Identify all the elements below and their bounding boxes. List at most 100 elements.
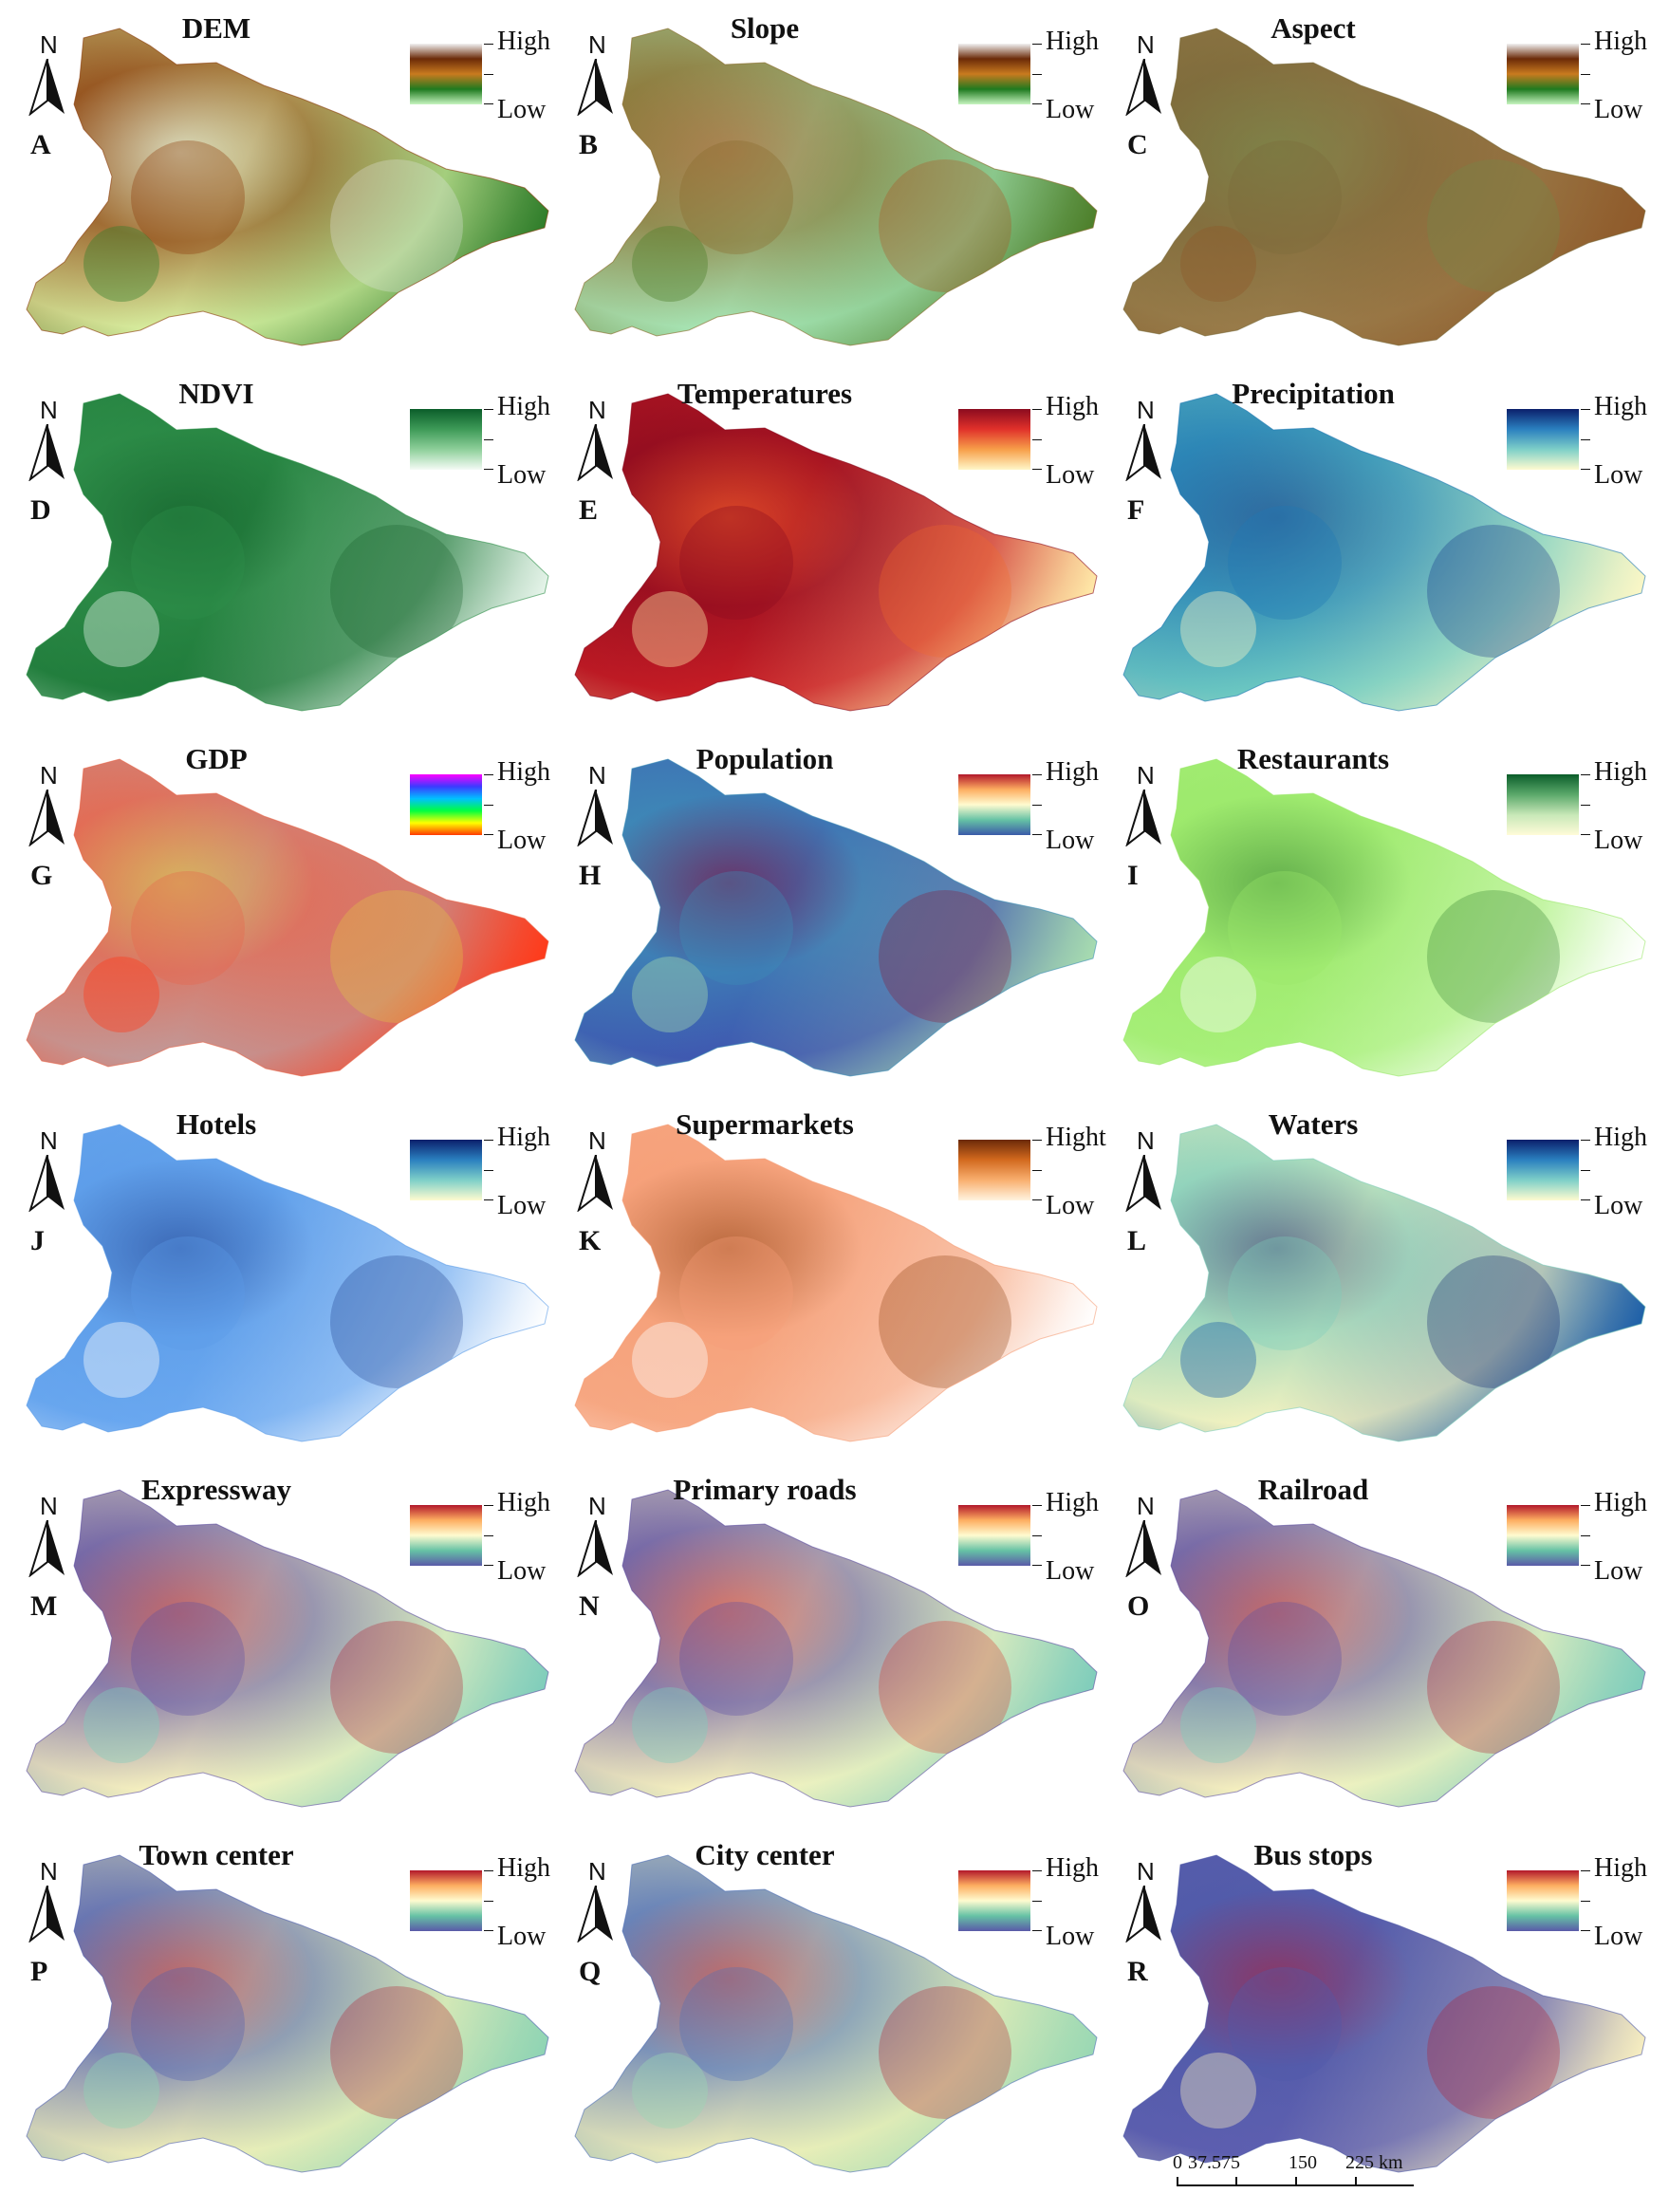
scale-label-0: 0 xyxy=(1173,2152,1182,2173)
legend-high-label: High xyxy=(497,27,550,56)
north-label: N xyxy=(1137,761,1155,790)
north-label: N xyxy=(40,1857,58,1886)
legend-low-label: Low xyxy=(1046,1922,1095,1951)
panel-title: DEM xyxy=(181,11,251,45)
legend-low-label: Low xyxy=(1594,1191,1643,1220)
panel-title: Temperatures xyxy=(677,377,853,410)
panel-letter: F xyxy=(1127,494,1145,526)
province-map xyxy=(1122,1124,1646,1442)
legend-high-label: High xyxy=(497,1853,550,1883)
north-arrow-icon: N xyxy=(577,1857,619,1952)
map-panel-m: Expressway N M High Low xyxy=(17,1469,562,1831)
legend-high-label: High xyxy=(1594,757,1647,787)
north-label: N xyxy=(588,1857,606,1886)
legend-low-label: Low xyxy=(497,1191,547,1220)
legend-high-label: Hight xyxy=(1046,1123,1106,1152)
north-label: N xyxy=(40,1492,58,1520)
north-label: N xyxy=(1137,1492,1155,1520)
north-arrow-icon: N xyxy=(1125,396,1167,491)
map-panel-l: Waters N L High Low xyxy=(1114,1104,1659,1466)
panel-title: Bus stops xyxy=(1253,1838,1373,1871)
panel-title: NDVI xyxy=(178,377,254,410)
panel-letter: D xyxy=(30,494,51,526)
north-arrow-icon: N xyxy=(577,30,619,125)
legend-color-ramp xyxy=(958,1140,1030,1200)
north-arrow-icon: N xyxy=(1125,1492,1167,1587)
panel-title: City center xyxy=(695,1838,835,1871)
north-label: N xyxy=(1137,396,1155,424)
legend-low-label: Low xyxy=(1046,95,1095,124)
panel-letter: B xyxy=(579,129,599,160)
legend: High Low xyxy=(410,1123,562,1220)
north-arrow-icon: N xyxy=(1125,761,1167,856)
legend: Hight Low xyxy=(958,1123,1110,1220)
legend-low-label: Low xyxy=(1046,1191,1095,1220)
legend-high-label: High xyxy=(1594,1123,1647,1152)
panel-title: Expressway xyxy=(141,1473,291,1506)
panel-title: Precipitation xyxy=(1232,377,1395,410)
panel-letter: R xyxy=(1127,1956,1148,1987)
map-panel-e: Temperatures N E High Low xyxy=(566,373,1110,735)
legend-low-label: Low xyxy=(1046,460,1095,490)
map-panel-d: NDVI N D High Low xyxy=(17,373,562,735)
legend-low-label: Low xyxy=(1046,1556,1095,1586)
legend: High Low xyxy=(958,1488,1110,1586)
panel-letter: N xyxy=(579,1590,600,1622)
north-label: N xyxy=(40,30,58,59)
legend-low-label: Low xyxy=(1594,460,1643,490)
province-map xyxy=(1122,393,1646,712)
map-panel-j: Hotels N J High Low xyxy=(17,1104,562,1466)
legend-low-label: Low xyxy=(1046,826,1095,855)
north-arrow-icon: N xyxy=(28,396,70,491)
map-panel-c: Aspect N C High Low xyxy=(1114,8,1659,370)
legend: High Low xyxy=(958,27,1110,124)
legend-color-ramp xyxy=(410,1505,482,1566)
panel-letter: K xyxy=(579,1225,602,1256)
north-label: N xyxy=(588,1126,606,1155)
panel-title: Slope xyxy=(730,11,800,45)
panel-title: Aspect xyxy=(1270,11,1356,45)
legend-low-label: Low xyxy=(497,1556,547,1586)
province-map xyxy=(574,758,1098,1077)
map-panel-q: City center N Q High Low xyxy=(566,1834,1110,2197)
legend: High Low xyxy=(410,1488,562,1586)
legend-high-label: High xyxy=(1594,392,1647,421)
legend: High Low xyxy=(1507,1123,1659,1220)
legend-color-ramp xyxy=(1507,44,1579,104)
scale-label-3: 225 km xyxy=(1345,2152,1403,2173)
province-map xyxy=(574,28,1098,346)
map-panel-a: DEM N A High Low xyxy=(17,8,562,370)
legend-low-label: Low xyxy=(497,95,547,124)
legend-color-ramp xyxy=(1507,774,1579,835)
north-label: N xyxy=(40,396,58,424)
panel-letter: L xyxy=(1127,1225,1147,1256)
legend-low-label: Low xyxy=(1594,1922,1643,1951)
legend: High Low xyxy=(958,392,1110,490)
province-map xyxy=(574,1124,1098,1442)
map-panel-h: Population N H High Low xyxy=(566,738,1110,1101)
legend-low-label: Low xyxy=(1594,1556,1643,1586)
north-arrow-icon: N xyxy=(28,1857,70,1952)
north-arrow-icon: N xyxy=(28,30,70,125)
legend-color-ramp xyxy=(1507,1505,1579,1566)
scale-bar: 0 37.575 150 225 km xyxy=(1173,2152,1423,2200)
panel-letter: M xyxy=(30,1590,58,1622)
legend-color-ramp xyxy=(410,1870,482,1931)
legend-high-label: High xyxy=(1594,1853,1647,1883)
scale-tick xyxy=(1177,2177,1178,2186)
map-panel-i: Restaurants N I High Low xyxy=(1114,738,1659,1101)
map-panel-n: Primary roads N N High Low xyxy=(566,1469,1110,1831)
north-arrow-icon: N xyxy=(28,1126,70,1221)
legend-high-label: High xyxy=(1046,392,1099,421)
legend-low-label: Low xyxy=(497,460,547,490)
north-label: N xyxy=(588,1492,606,1520)
province-map xyxy=(574,393,1098,712)
legend-color-ramp xyxy=(1507,1870,1579,1931)
legend: High Low xyxy=(958,757,1110,855)
legend: High Low xyxy=(1507,392,1659,490)
north-arrow-icon: N xyxy=(28,1492,70,1587)
legend-color-ramp xyxy=(410,409,482,470)
panel-letter: Q xyxy=(579,1956,602,1987)
scale-label-1: 37.575 xyxy=(1188,2152,1240,2173)
panel-title: Restaurants xyxy=(1236,742,1390,775)
